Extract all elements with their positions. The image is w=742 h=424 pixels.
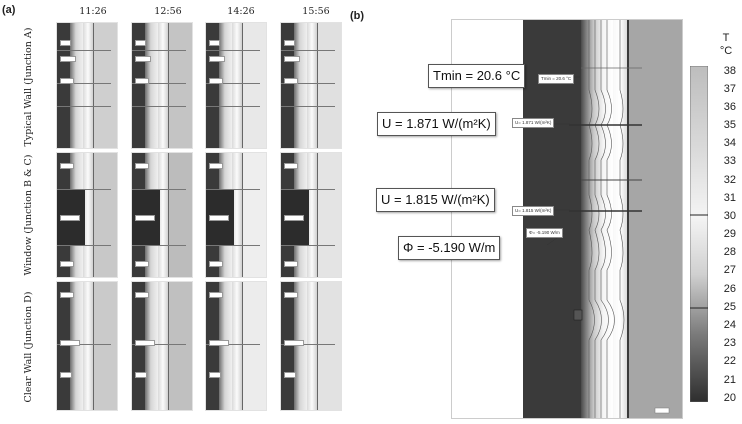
legend-tick-21: 21 [723,374,736,386]
thermal-map-clear-wall-1126 [56,281,118,411]
tmin-annotation: Tmin = 20.6 °C [428,64,526,88]
legend-tick-30: 30 [723,210,736,222]
thermal-map-window-1426 [205,152,267,278]
panel-a-label: (a) [2,4,16,16]
legend-tick-38: 38 [723,65,736,77]
heat-flux-annotation: Φ = -5.190 W/m [398,236,501,260]
time-label-1: 11:26 [79,6,107,17]
time-label-4: 15:56 [302,6,330,17]
legend-tick-20: 20 [723,392,736,404]
thermal-map-window-1256 [131,152,193,278]
phi-small-label: Φ= -5.190 W/m [526,228,563,238]
legend-tick-32: 32 [723,174,736,186]
legend-tick-29: 29 [723,228,736,240]
legend-tick-28: 28 [723,246,736,258]
row-label-window: Window (Junction B & C) [23,154,34,276]
thermal-map-window-1126 [56,152,118,278]
thermal-map-typical-wall-1256 [131,22,193,149]
row-label-typical-wall: Typical Wall (Junction A) [23,27,34,147]
u1-small-label: U= 1.871 W/(m²K) [512,118,555,128]
time-label-2: 12:56 [154,6,182,17]
thermal-simulation-main: Tmin = 20.6 °C U= 1.871 W/(m²K) U= 1.815… [451,19,683,419]
thermal-map-clear-wall-1256 [131,281,193,411]
legend-tick-25: 25 [723,301,736,313]
legend-title-symbol: T [722,32,730,44]
thermal-map-window-1556 [280,152,342,278]
legend-tick-26: 26 [723,283,736,295]
tmin-small-label: Tmin = 20.6 °C [538,74,575,84]
legend-tick-27: 27 [723,264,736,276]
legend-tick-37: 37 [723,83,736,95]
u-value-annotation-2: U = 1.815 W/(m²K) [376,188,495,212]
time-label-3: 14:26 [227,6,255,17]
legend-tick-33: 33 [723,155,736,167]
thermal-map-typical-wall-1426 [205,22,267,149]
u2-small-label: U= 1.815 W/(m²K) [512,206,555,216]
legend-tick-31: 31 [723,192,736,204]
thermal-map-clear-wall-1426 [205,281,267,411]
thermal-map-clear-wall-1556 [280,281,342,411]
legend-tick-35: 35 [723,119,736,131]
legend-tick-36: 36 [723,101,736,113]
thermal-map-typical-wall-1126 [56,22,118,149]
legend-tick-22: 22 [723,355,736,367]
legend-tick-24: 24 [723,319,736,331]
row-label-clear-wall: Clear Wall (Junction D) [23,291,34,403]
u-value-annotation-1: U = 1.871 W/(m²K) [377,112,496,136]
panel-b-label: (b) [350,10,365,22]
temperature-colorbar [690,66,708,402]
legend-title-unit: °C [719,45,733,57]
thermal-map-typical-wall-1556 [280,22,342,149]
legend-tick-34: 34 [723,137,736,149]
legend-tick-23: 23 [723,337,736,349]
